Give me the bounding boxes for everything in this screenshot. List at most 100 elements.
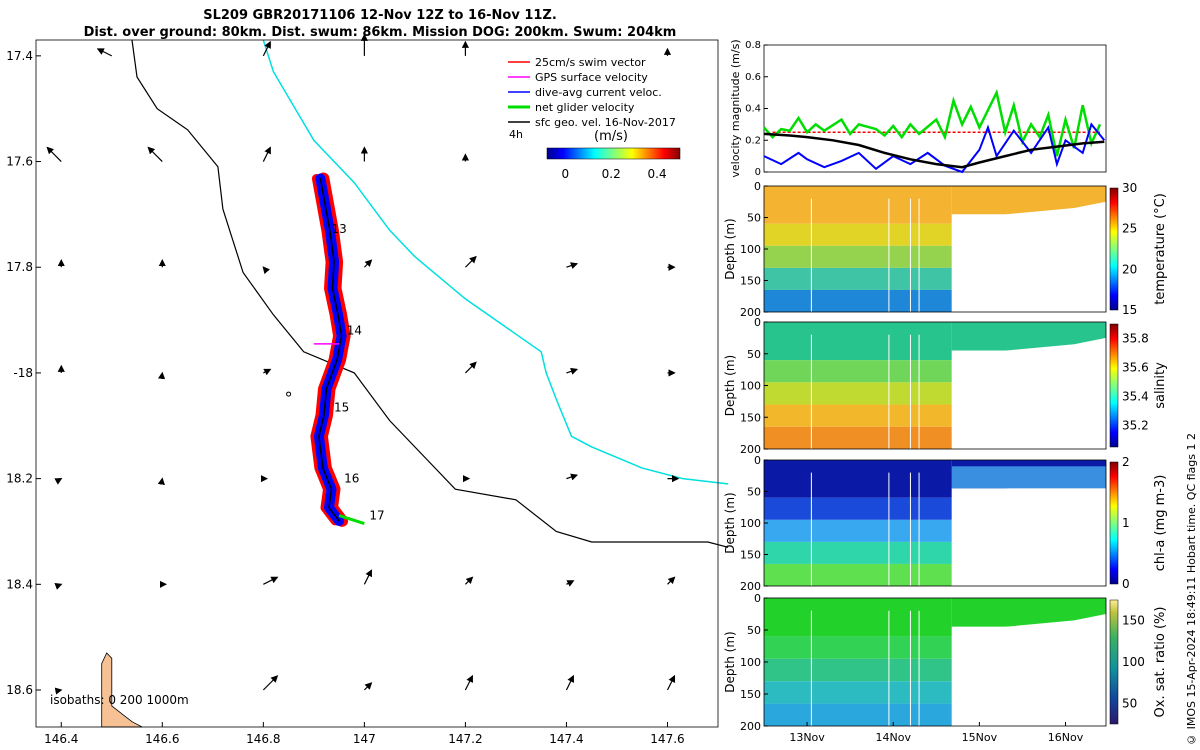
current-vector	[667, 576, 676, 585]
section-depth-band	[764, 598, 952, 637]
glider-track-line	[318, 177, 343, 522]
section-depth-band	[764, 541, 952, 564]
current-vector	[566, 262, 579, 270]
legend-label: 25cm/s swim vector	[535, 56, 646, 69]
current-vector	[464, 361, 477, 374]
depth-tick-label: 50	[747, 624, 761, 637]
current-vector	[565, 674, 574, 691]
depth-tick-label: 150	[740, 688, 761, 701]
section-depth-band	[764, 519, 952, 542]
depth-tick-label: 200	[740, 443, 761, 456]
colorbar-tick: 0	[562, 167, 570, 181]
y-tick-label: 17.6	[6, 155, 33, 169]
colorbar-tick-label: 30	[1122, 181, 1137, 195]
y-tick-label: 17.8	[6, 260, 33, 274]
footer-credit: © IMOS 15-Apr-2024 18:49:11 Hobart time.…	[1185, 433, 1198, 746]
chl-surface-band	[951, 466, 1106, 489]
current-vector	[464, 674, 473, 691]
y-tick-label: 18.2	[6, 472, 33, 486]
colorbar-label: chl-a (mg m-3)	[1153, 475, 1168, 572]
section-depth-band	[764, 267, 952, 290]
section-colorbar	[1109, 599, 1119, 725]
velocity-y-tick-label: 0	[755, 167, 761, 178]
title-line-2: Dist. over ground: 80km. Dist. swum: 86k…	[83, 25, 677, 40]
velocity-y-tick-label: 0.6	[745, 72, 761, 83]
legend-label: dive-avg current veloc.	[535, 86, 662, 99]
x-tick-label: 147.6	[650, 732, 684, 746]
colorbar-tick: 0.4	[648, 167, 667, 181]
section-depth-band	[764, 563, 952, 586]
colorbar-tick-label: 35.8	[1122, 331, 1149, 345]
section-depth-band	[764, 681, 952, 704]
velocity-series-line	[763, 122, 1106, 174]
depth-tick-label: 100	[740, 243, 761, 256]
y-tick-label: 18.6	[6, 683, 33, 697]
colorbar-tick-label: 15	[1122, 303, 1137, 317]
map-axes-frame	[35, 39, 719, 728]
current-vector	[262, 675, 279, 691]
section-depth-band	[764, 245, 952, 268]
current-vector	[566, 580, 575, 587]
depth-tick-label: 50	[747, 212, 761, 225]
legend-label: sfc geo. vel. 16-Nov-2017	[535, 116, 676, 129]
current-vector	[96, 48, 113, 57]
map-legend: 25cm/s swim vector GPS surface velocity di…	[508, 56, 681, 181]
velocity-y-tick-label: 0.2	[745, 135, 761, 146]
depth-axis-label: Depth (m)	[723, 631, 737, 692]
colorbar-label: (m/s)	[594, 129, 628, 144]
depth-tick-label: 150	[740, 275, 761, 288]
depth-tick-label: 0	[754, 316, 761, 329]
current-vector	[566, 473, 579, 481]
current-vector	[262, 40, 271, 57]
colorbar-tick-label: 35.2	[1122, 418, 1149, 432]
y-tick-label: 18.4	[6, 577, 33, 591]
section-no-data	[951, 475, 1106, 586]
velocity-series-line	[763, 132, 1105, 169]
depth-axis-label: Depth (m)	[723, 355, 737, 416]
current-vector	[147, 146, 163, 162]
colorbar-tick-label: 2	[1122, 455, 1130, 469]
colorbar-tick-label: 150	[1122, 614, 1145, 628]
x-tick-label: 146.6	[145, 732, 179, 746]
section-depth-band	[764, 289, 952, 312]
date-tick-label: 14Nov	[875, 731, 911, 744]
isobath-1000m-line	[262, 39, 729, 485]
depth-axis-label: Depth (m)	[723, 492, 737, 553]
section-depth-band	[764, 186, 952, 224]
section-depth-band	[764, 322, 952, 361]
waypoint-marker	[286, 391, 292, 397]
day-label: 16	[344, 472, 359, 486]
section-depth-band	[764, 382, 952, 405]
colorbar-tick-label: 1	[1122, 516, 1130, 530]
day-label: 13	[332, 222, 347, 236]
colorbar-tick-label: 50	[1122, 696, 1137, 710]
velocity-y-label: velocity magnitude (m/s)	[729, 39, 742, 177]
colorbar-label: temperature (°C)	[1153, 193, 1168, 305]
depth-tick-label: 50	[747, 486, 761, 499]
y-tick-label: -18	[13, 366, 33, 380]
current-vector	[263, 576, 279, 585]
section-depth-band	[764, 404, 952, 427]
x-tick-label: 147.4	[549, 732, 583, 746]
depth-tick-label: 100	[740, 380, 761, 393]
section-depth-band	[764, 223, 952, 246]
x-tick-label: 146.8	[246, 732, 280, 746]
section-no-data	[951, 337, 1106, 449]
day-label: 14	[347, 324, 362, 338]
current-vector	[363, 259, 373, 268]
current-vector	[666, 674, 676, 691]
colorbar-tick-label: 35.4	[1122, 389, 1149, 403]
colorbar-tick-label: 100	[1122, 655, 1145, 669]
velocity-series-line	[763, 88, 1102, 157]
title-line-1: SL209 GBR20171106 12-Nov 12Z to 16-Nov 1…	[203, 8, 557, 23]
section-depth-band	[764, 360, 952, 383]
section-colorbar	[1109, 323, 1119, 448]
depth-tick-label: 0	[754, 180, 761, 193]
legend-label: GPS surface velocity	[535, 71, 648, 84]
colorbar-tick-label: 0	[1122, 577, 1130, 591]
section-no-data	[951, 614, 1106, 726]
current-vector	[464, 576, 474, 585]
current-vector	[46, 146, 62, 162]
x-tick-label: 147	[353, 732, 376, 746]
